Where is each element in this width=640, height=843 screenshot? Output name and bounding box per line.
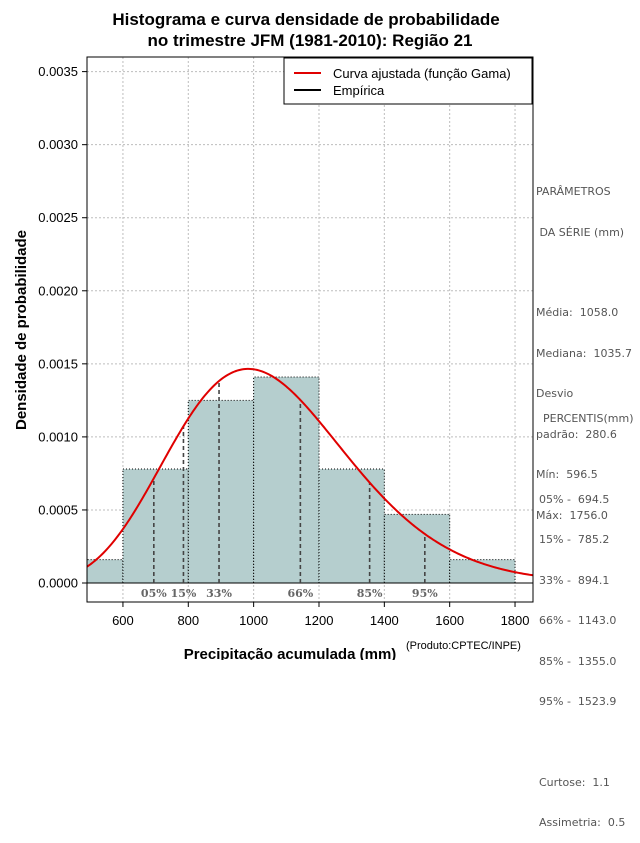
percentil-line: 95% - 1523.9 [539, 695, 617, 708]
y-tick-label: 0.0035 [38, 64, 78, 79]
histogram-bar [449, 559, 516, 584]
chart-title: Histograma e curva densidade de probabil… [112, 10, 499, 29]
percentile-label: 66% [287, 587, 313, 600]
x-tick-label: 1600 [435, 613, 464, 628]
percentil-line: 15% - 785.2 [539, 533, 610, 546]
percentile-label: 95% [412, 587, 438, 600]
percentile-label: 85% [357, 587, 383, 600]
param-line: padrão: 280.6 [536, 427, 617, 441]
percentile-label: 15% [171, 587, 197, 600]
histogram-bar [188, 400, 254, 584]
percentil-line: 85% - 1355.0 [539, 654, 617, 668]
grid [87, 57, 533, 602]
param-line: Mediana: 1035.7 [536, 346, 632, 360]
x-tick-label: 1200 [305, 613, 334, 628]
plot-frame [86, 56, 534, 603]
percentile-label: 33% [206, 587, 232, 600]
histogram-bar [253, 376, 319, 584]
x-tick-label: 1000 [239, 613, 268, 628]
x-axis-label: Precipitação acumulada (mm) [184, 646, 397, 660]
y-axis: 0.0000 0.0005 0.0010 0.0015 0.0020 0.0025 0.00… [38, 64, 87, 591]
legend: Curva ajustada (função Gama) Empírica [283, 57, 533, 105]
legend-curve-label: Curva ajustada (função Gama) [333, 66, 511, 81]
y-axis-label: Densidade de probabilidade [13, 230, 30, 430]
percentile-label: 05% [141, 587, 167, 600]
params-panel: PARÂMETROS DA SÉRIE (mm) Média: 1058.0 M… [536, 158, 632, 536]
x-axis: 600 800 1000 1200 1400 1600 1800 [112, 602, 529, 628]
param-line: Desvio [536, 387, 574, 400]
x-tick-label: 800 [177, 613, 199, 628]
x-tick-label: 1400 [370, 613, 399, 628]
param-line: Mín: 596.5 [536, 468, 598, 481]
percentil-line: 66% - 1143.0 [539, 614, 617, 627]
chart-subtitle: no trimestre JFM (1981-2010): Região 21 [147, 31, 472, 50]
assimetria-line: Assimetria: 0.5 [539, 816, 626, 829]
percentil-line: 33% - 894.1 [539, 573, 610, 587]
y-tick-label: 0.0005 [38, 502, 78, 517]
x-tick-label: 600 [112, 613, 134, 628]
params-title: PARÂMETROS [536, 185, 611, 198]
percentis-panel: PERCENTIS(mm) 05% - 694.5 15% - 785.2 33… [539, 385, 634, 843]
param-line: Média: 1058.0 [536, 306, 619, 319]
curtose-line: Curtose: 1.1 [539, 775, 610, 789]
histogram-bar [384, 514, 450, 584]
legend-empirical-label: Empírica [333, 83, 385, 98]
y-tick-label: 0.0010 [38, 429, 78, 444]
credit-label: (Produto:CPTEC/INPE) [406, 640, 521, 652]
percentile-lines: 05% 15% 33% 66% 85% 95% [141, 381, 438, 600]
y-tick-label: 0.0025 [38, 210, 78, 225]
param-line: Máx: 1756.0 [536, 508, 608, 522]
params-subtitle: DA SÉRIE (mm) [536, 225, 625, 239]
percentis-title: PERCENTIS(mm) [543, 412, 634, 425]
legend-box [283, 57, 533, 105]
x-tick-label: 1800 [501, 613, 530, 628]
fitted-gamma-curve [86, 367, 534, 577]
histogram-bar [122, 469, 189, 584]
y-tick-label: 0.0015 [38, 356, 78, 371]
y-tick-label: 0.0000 [38, 576, 78, 591]
y-tick-label: 0.0020 [38, 283, 78, 298]
histogram-chart: Histograma e curva densidade de probabil… [13, 10, 534, 660]
y-tick-label: 0.0030 [38, 137, 78, 152]
histogram-bar [318, 469, 385, 584]
percentil-line: 05% - 694.5 [539, 492, 610, 506]
histogram-bar [87, 559, 123, 584]
